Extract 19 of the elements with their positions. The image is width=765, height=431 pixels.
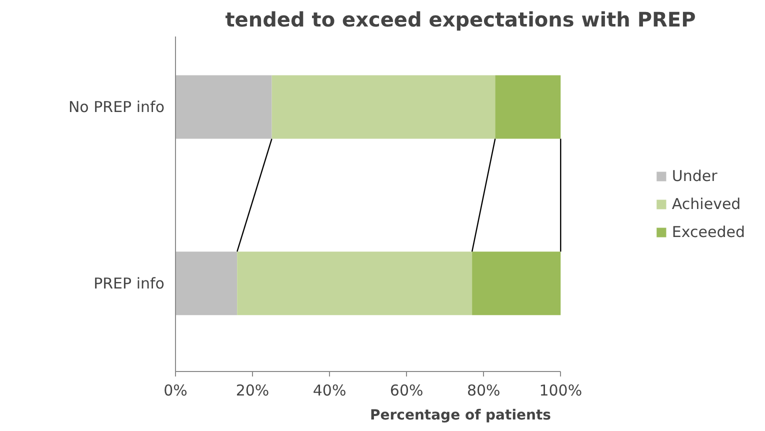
y-tick-label: PREP info [94,274,165,292]
bar [272,75,496,139]
x-tick-label: 80% [466,382,500,400]
bar [472,252,561,316]
bar [176,252,238,316]
chart-title: tended to exceed expectations with PREP [225,8,696,32]
x-tick-label: 60% [390,382,424,400]
x-tick-label: 0% [164,382,188,400]
x-tick-label: 40% [312,382,346,400]
bar [237,252,472,316]
bar [495,75,561,139]
legend-label: Under [672,166,718,184]
legend-label: Achieved [672,194,741,212]
x-tick-label: 20% [236,382,270,400]
bar [176,75,272,139]
x-axis-title: Percentage of patients [370,408,551,424]
y-tick-label: No PREP info [68,98,165,116]
legend-label: Exceeded [672,222,745,240]
x-tick-label: 100% [539,382,582,400]
